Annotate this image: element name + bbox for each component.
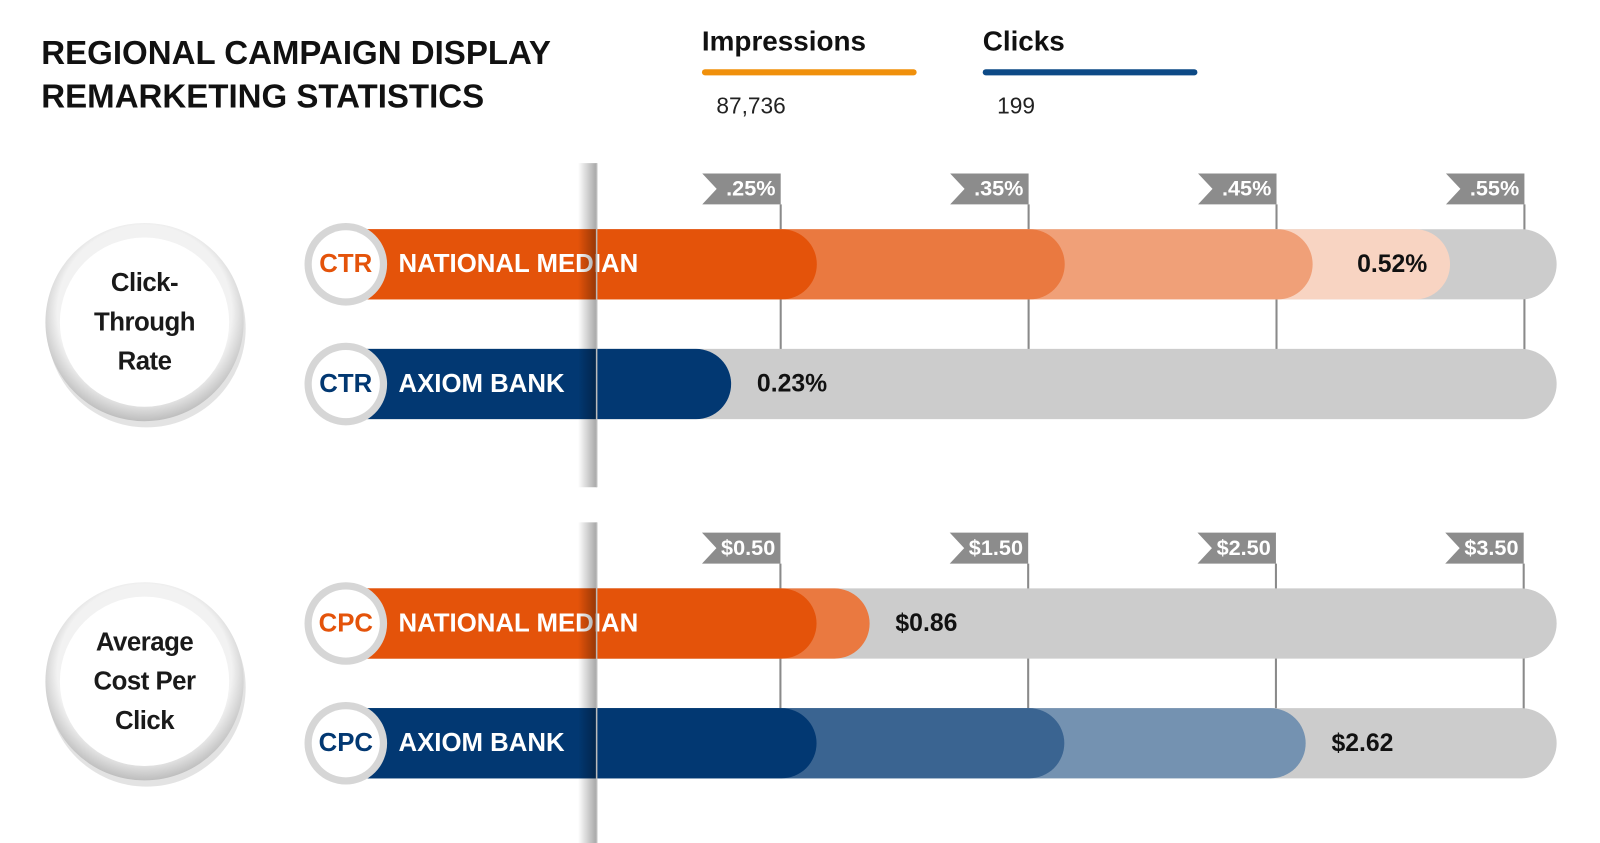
category-label: NATIONAL MEDIAN	[398, 609, 638, 637]
category-label: AXIOM BANK	[398, 370, 565, 398]
tick-label: $3.50	[1464, 535, 1518, 560]
tick-flag	[1445, 173, 1525, 205]
tag-face	[311, 589, 380, 658]
title-box: REGIONAL CAMPAIGN DISPLAY REMARKETING ST…	[41, 34, 551, 115]
stat-label: Clicks	[983, 26, 1065, 57]
tick-label: $0.50	[721, 535, 775, 560]
bar-shade	[309, 229, 817, 300]
tick-label: $1.50	[969, 535, 1023, 560]
bar	[309, 348, 732, 420]
chart-title: Average Cost Per Click	[93, 627, 197, 735]
value-label: $2.62	[1331, 730, 1393, 757]
value-label: 0.23%	[757, 371, 827, 398]
tick-label: .35%	[974, 176, 1023, 201]
circle-face	[59, 596, 230, 766]
tick-flag	[1445, 532, 1524, 564]
category-label: AXIOM BANK	[398, 729, 565, 757]
category-label: NATIONAL MEDIAN	[398, 250, 638, 278]
tick-flag	[701, 532, 781, 564]
tick-flag	[950, 173, 1029, 205]
title: REGIONAL CAMPAIGN DISPLAY REMARKETING ST…	[41, 34, 551, 115]
tag-label: CTR	[319, 250, 372, 278]
circle-face	[59, 237, 230, 407]
bar-shade	[309, 708, 817, 779]
stat-value: 199	[997, 92, 1035, 118]
tag-face	[311, 709, 380, 778]
tag-face	[311, 349, 380, 419]
stat-label: Impressions	[702, 26, 866, 57]
tick-label: .25%	[726, 176, 775, 201]
chart-title: Click-Through Rate	[94, 268, 196, 376]
bar-shade	[309, 588, 817, 659]
value-label: 0.52%	[1357, 251, 1427, 278]
tick-label: .55%	[1470, 176, 1519, 201]
tick-flag	[1198, 173, 1277, 205]
tag-label: CTR	[319, 370, 372, 398]
stat-value: 87,736	[716, 92, 785, 118]
divider-shadow	[578, 163, 597, 488]
tick-label: $2.50	[1217, 535, 1271, 560]
value-label: $0.86	[895, 610, 957, 637]
tick-flag	[949, 532, 1029, 564]
circle-title-box: Click-Through Rate	[94, 268, 196, 376]
tick-flag	[702, 173, 781, 205]
tag-face	[311, 230, 380, 299]
tag-label: CPC	[319, 609, 373, 637]
tick-flag	[1197, 532, 1276, 564]
tick-label: .45%	[1222, 176, 1271, 201]
divider-shadow	[578, 522, 597, 843]
tag-label: CPC	[319, 729, 373, 757]
circle-title-box: Average Cost Per Click	[93, 627, 197, 735]
